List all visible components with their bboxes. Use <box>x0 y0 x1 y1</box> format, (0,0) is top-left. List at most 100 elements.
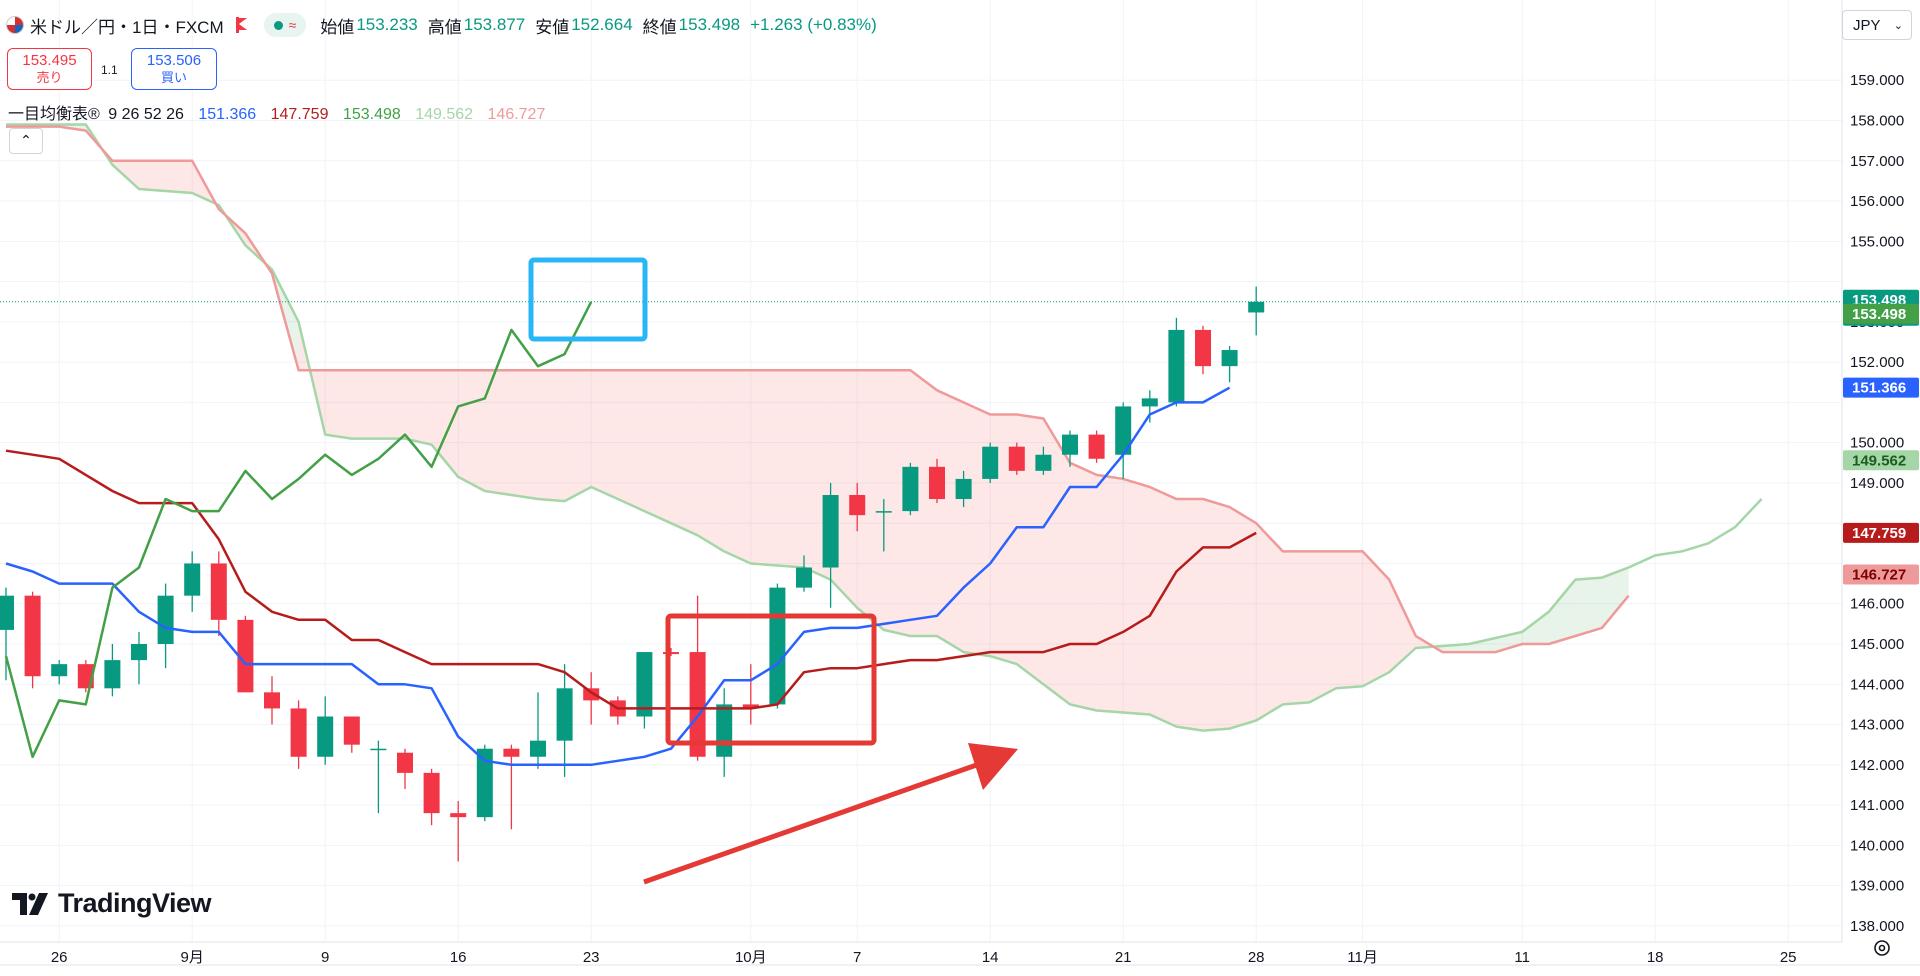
cloud-segment <box>378 370 405 439</box>
cloud-segment <box>484 370 512 496</box>
price-tick-label: 156.000 <box>1850 193 1904 210</box>
candle-body <box>157 595 174 645</box>
indicator-params: 9 26 52 26 <box>108 106 184 123</box>
candle-body <box>663 652 679 655</box>
flag-marker-icon[interactable] <box>235 17 250 33</box>
axis-settings-icon[interactable] <box>1872 938 1892 958</box>
collapse-legend-button[interactable]: ⌃ <box>9 128 43 154</box>
cloud-segment <box>1096 474 1124 713</box>
candle-body <box>955 478 972 500</box>
time-tick-label: 25 <box>1780 949 1797 966</box>
candle-body <box>982 446 999 479</box>
cloud-segment <box>777 370 804 568</box>
candle-body <box>397 752 413 773</box>
time-tick-label: 11月 <box>1347 949 1378 966</box>
time-tick-label: 21 <box>1115 949 1132 966</box>
time-tick-label: 9 <box>321 949 329 966</box>
candle-body <box>370 748 387 751</box>
candle-body <box>450 813 467 818</box>
sell-button[interactable]: 153.495 売り <box>7 48 92 90</box>
candle-body <box>317 716 334 757</box>
symbol-title[interactable]: 米ドル／円・1日・FXCM <box>30 17 224 37</box>
cloud-segment <box>1415 635 1443 653</box>
currency-selector[interactable]: JPY ⌄ <box>1842 10 1912 40</box>
candle-body <box>343 716 360 745</box>
usdjpy-flag-icon <box>6 16 24 34</box>
tenkan-line <box>5 386 1231 767</box>
spread-value: 1.1 <box>101 63 118 77</box>
price-tick-label: 146.000 <box>1850 596 1904 613</box>
price-tick-label: 157.000 <box>1850 153 1904 170</box>
candle-body <box>1141 398 1158 407</box>
price-label-tag <box>1843 303 1919 324</box>
close-value: 153.498 <box>678 15 741 34</box>
cloud-segment <box>883 370 911 636</box>
buy-price: 153.506 <box>146 52 202 69</box>
time-tick-label: 9月 <box>181 949 204 966</box>
indicator-name[interactable]: 一目均衡表® <box>8 106 100 123</box>
span-a-line <box>6 123 1763 732</box>
cloud-segment <box>325 370 352 439</box>
candle-body <box>24 595 41 677</box>
price-tick-label: 143.000 <box>1850 717 1904 734</box>
open-value: 153.233 <box>356 15 418 34</box>
candle-body <box>184 563 201 596</box>
buy-button[interactable]: 153.506 買い <box>131 48 217 90</box>
cloud-segment <box>1309 551 1336 703</box>
time-tick-label: 11 <box>1514 949 1530 966</box>
annotation-arrowhead <box>968 743 1018 790</box>
price-label-value: 153.498 <box>1852 306 1906 323</box>
candle-body <box>290 708 307 757</box>
candle-body <box>1195 329 1211 367</box>
candle-body <box>1248 301 1265 313</box>
price-label-value: 146.727 <box>1852 566 1906 583</box>
price-tick-label: 159.000 <box>1850 72 1904 89</box>
cloud-segment <box>644 370 671 524</box>
cloud-segment <box>405 370 432 445</box>
candle-body <box>583 688 600 701</box>
price-label-tag <box>1843 522 1919 543</box>
candle-body <box>769 587 786 705</box>
cloud-segment <box>697 370 725 552</box>
logo-text: TradingView <box>58 888 212 918</box>
candle-body <box>1168 329 1185 403</box>
candle-body <box>1088 434 1105 459</box>
buy-label: 買い <box>160 70 187 85</box>
candle-body <box>849 495 866 516</box>
candle-body <box>1035 454 1052 471</box>
cloud-segment <box>1602 567 1629 628</box>
candle-body <box>556 688 573 741</box>
price-tick-label: 155.000 <box>1850 233 1904 250</box>
candle-body <box>822 495 839 568</box>
annotation-blue-box <box>528 257 648 342</box>
cloud-segment <box>1176 499 1203 731</box>
cloud-segment <box>511 370 538 500</box>
candle-body <box>423 772 440 814</box>
cloud-segment <box>1203 499 1230 731</box>
approx-icon: ≈ <box>288 17 297 33</box>
price-tick-label: 150.000 <box>1850 435 1904 452</box>
market-open-dot-icon <box>273 20 283 30</box>
price-tick-label: 144.000 <box>1850 676 1904 693</box>
cloud-segment <box>910 370 937 636</box>
candle-body <box>0 595 14 630</box>
cloud-segment <box>1043 418 1070 705</box>
kijun-line <box>5 449 1257 710</box>
candle-body <box>1062 434 1078 455</box>
ichimoku-legend[interactable]: 一目均衡表® 9 26 52 26 151.366 147.759 153.49… <box>8 100 555 124</box>
price-label-tag <box>1843 377 1919 398</box>
price-tick-label: 138.000 <box>1850 918 1904 935</box>
high-value: 153.877 <box>463 15 526 34</box>
chevron-down-icon: ⌄ <box>1893 20 1903 32</box>
price-label-value: 149.562 <box>1852 452 1906 469</box>
price-tick-label: 141.000 <box>1850 797 1904 814</box>
cloud-segment <box>963 402 991 657</box>
span-b-legend-value: 146.727 <box>487 106 546 123</box>
tradingview-logo[interactable]: TradingView <box>12 888 212 919</box>
cloud-segment <box>1229 507 1257 729</box>
time-tick-label: 23 <box>583 949 600 966</box>
time-tick-label: 7 <box>853 949 861 966</box>
market-status-pill[interactable]: ≈ <box>263 13 307 37</box>
